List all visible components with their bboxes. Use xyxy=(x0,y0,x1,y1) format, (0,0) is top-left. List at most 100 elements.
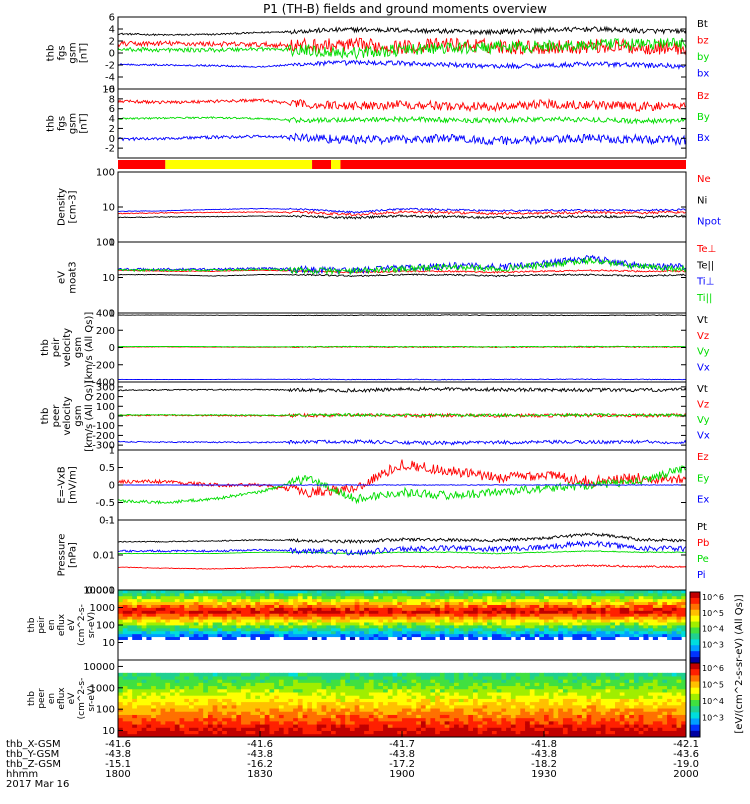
spectrogram-cell xyxy=(411,622,417,626)
spectrogram-cell xyxy=(203,730,209,735)
spectrogram-cell xyxy=(420,622,427,626)
series-line-4-2 xyxy=(117,273,687,278)
spectrogram-cell xyxy=(638,610,644,614)
spectrogram-cell xyxy=(473,633,479,638)
spectrogram-cell xyxy=(383,630,389,635)
spectrogram-cell xyxy=(297,604,303,608)
spectrogram-cell xyxy=(392,717,398,722)
spectrogram-cell xyxy=(425,633,431,638)
spectrogram-cell xyxy=(624,685,630,690)
spectrogram-cell xyxy=(241,610,247,614)
spectrogram-cell xyxy=(652,730,658,735)
spectrogram-cell xyxy=(397,720,403,725)
spectrogram-cell xyxy=(245,704,251,709)
spectrogram-cell xyxy=(615,625,621,629)
spectrogram-cell xyxy=(482,616,488,620)
spectrogram-cell xyxy=(326,616,332,620)
spectrogram-cell xyxy=(548,727,554,731)
spectrogram-cell xyxy=(572,679,578,683)
spectrogram-cell xyxy=(236,633,242,638)
spectrogram-cell xyxy=(553,676,559,680)
spectrogram-cell xyxy=(596,610,602,614)
spectrogram-cell xyxy=(572,730,578,735)
spectrogram-cell xyxy=(378,698,384,703)
spectrogram-cell xyxy=(340,711,346,715)
spectrogram-cell xyxy=(250,607,256,611)
spectrogram-cell xyxy=(454,676,460,680)
spectrogram-cell xyxy=(458,604,464,608)
spectrogram-cell xyxy=(406,708,412,712)
spectrogram-cell xyxy=(506,695,512,699)
spectrogram-cell xyxy=(189,698,195,703)
spectrogram-cell xyxy=(624,627,630,632)
spectrogram-cell xyxy=(468,682,474,687)
spectrogram-cell xyxy=(520,695,526,699)
spectrogram-cell xyxy=(288,630,294,635)
spectrogram-cell xyxy=(392,619,398,623)
spectrogram-cell xyxy=(515,595,521,600)
spectrogram-cell xyxy=(435,724,441,728)
spectrogram-cell xyxy=(420,633,427,638)
spectrogram-cell xyxy=(572,607,578,611)
spectrogram-cell xyxy=(562,592,569,597)
spectrogram-cell xyxy=(151,708,157,712)
spectrogram-cell xyxy=(146,595,152,600)
spectrogram-cell xyxy=(293,590,299,594)
spectrogram-cell xyxy=(468,676,474,680)
spectrogram-cell xyxy=(373,711,379,715)
spectrogram-cell xyxy=(444,733,450,738)
spectrogram-cell xyxy=(591,717,597,722)
spectrogram-cell xyxy=(321,733,327,738)
spectrogram-cell xyxy=(222,733,228,738)
spectrogram-cell xyxy=(662,601,668,605)
spectrogram-cell xyxy=(501,698,507,703)
spectrogram-cell xyxy=(212,724,218,728)
spectrogram-cell xyxy=(373,704,379,709)
spectrogram-cell xyxy=(411,711,417,715)
spectrogram-cell xyxy=(118,598,124,603)
spectrogram-cell xyxy=(681,613,687,617)
spectrogram-cell xyxy=(373,708,379,712)
spectrogram-cell xyxy=(463,682,469,687)
spectrogram-cell xyxy=(118,720,124,725)
y-tick-label: 100 xyxy=(96,168,115,179)
spectrogram-cell xyxy=(402,598,408,603)
spectrogram-cell xyxy=(525,590,531,594)
spectrogram-cell xyxy=(667,730,673,735)
spectrogram-cell xyxy=(184,633,190,638)
spectrogram-cell xyxy=(378,598,384,603)
spectrogram-cell xyxy=(581,724,587,728)
spectrogram-cell xyxy=(491,627,498,632)
spectrogram-cell xyxy=(402,601,408,605)
spectrogram-cell xyxy=(146,616,152,620)
spectrogram-cell xyxy=(397,633,403,638)
spectrogram-cell xyxy=(226,622,232,626)
colorbar-cell xyxy=(690,639,700,646)
spectrogram-cell xyxy=(648,619,654,623)
spectrogram-cell xyxy=(610,682,616,687)
spectrogram-cell xyxy=(501,688,507,693)
spectrogram-cell xyxy=(449,701,455,706)
spectrogram-cell xyxy=(340,720,346,725)
spectrogram-cell xyxy=(638,616,644,620)
spectrogram-cell xyxy=(146,704,152,709)
spectrogram-cell xyxy=(619,701,625,706)
spectrogram-cell xyxy=(615,622,621,626)
spectrogram-cell xyxy=(198,720,204,725)
spectrogram-cell xyxy=(288,604,294,608)
spectrogram-cell xyxy=(132,607,138,611)
spectrogram-cell xyxy=(600,695,606,699)
spectrogram-cell xyxy=(534,590,540,594)
panel-frame xyxy=(117,241,687,314)
spectrogram-cell xyxy=(449,627,455,632)
spectrogram-cell xyxy=(146,730,152,735)
spectrogram-cell xyxy=(681,717,687,722)
spectrogram-cell xyxy=(307,613,313,617)
spectrogram-cell xyxy=(544,610,550,614)
spectrogram-cell xyxy=(278,685,285,690)
spectrogram-cell xyxy=(269,727,275,731)
ephemeris-value: 2000 xyxy=(673,769,698,780)
spectrogram-cell xyxy=(558,627,564,632)
spectrogram-cell xyxy=(662,627,668,632)
spectrogram-cell xyxy=(274,698,280,703)
